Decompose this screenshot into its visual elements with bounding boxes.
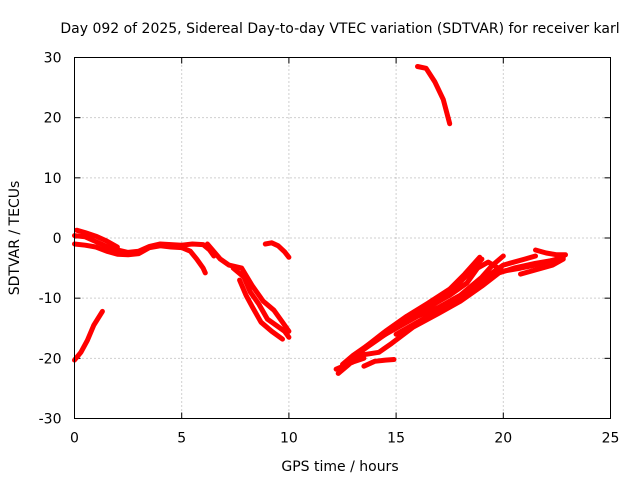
data-track-track-n xyxy=(372,253,506,343)
y-tick-label: 0 xyxy=(53,231,62,247)
data-track-track-g xyxy=(237,277,285,342)
data-track-track-j xyxy=(335,254,566,376)
y-axis-label: SDTVAR / TECUs xyxy=(7,181,23,296)
x-axis-label: GPS time / hours xyxy=(281,459,398,475)
data-track-track-l xyxy=(350,254,483,361)
data-track-track-a xyxy=(72,308,105,363)
y-tick-label: 10 xyxy=(44,171,62,187)
x-tick-label: 20 xyxy=(494,431,512,447)
axis-ticks: 0 5 10 15 20 25 -30 -20 -10 0 10 20 30 xyxy=(39,51,620,447)
data-track-track-i xyxy=(415,64,453,127)
data-track-track-r xyxy=(333,355,367,372)
x-tick-label: 5 xyxy=(177,431,186,447)
x-tick-label: 15 xyxy=(387,431,405,447)
y-tick-label: -30 xyxy=(39,412,62,428)
data-track-track-e xyxy=(204,241,292,334)
data-track-track-f xyxy=(230,265,292,340)
grid-lines xyxy=(74,57,611,419)
data-track-track-h xyxy=(262,240,292,260)
y-tick-label: -10 xyxy=(39,291,62,307)
x-tick-label: 0 xyxy=(70,431,79,447)
plot-frame xyxy=(74,57,611,419)
data-tracks xyxy=(72,64,568,376)
chart-title: Day 092 of 2025, Sidereal Day-to-day VTE… xyxy=(60,21,619,37)
y-tick-label: 20 xyxy=(44,111,62,127)
x-tick-label: 10 xyxy=(280,431,298,447)
data-track-track-c xyxy=(72,241,208,276)
data-track-track-q xyxy=(533,247,568,258)
data-track-track-s xyxy=(361,357,397,369)
y-tick-label: 30 xyxy=(44,51,62,67)
data-track-track-p xyxy=(518,256,566,277)
data-track-track-m xyxy=(357,253,566,358)
x-tick-label: 25 xyxy=(602,431,620,447)
data-track-track-d xyxy=(74,227,120,250)
data-track-track-o xyxy=(393,253,538,337)
y-tick-label: -20 xyxy=(39,351,62,367)
